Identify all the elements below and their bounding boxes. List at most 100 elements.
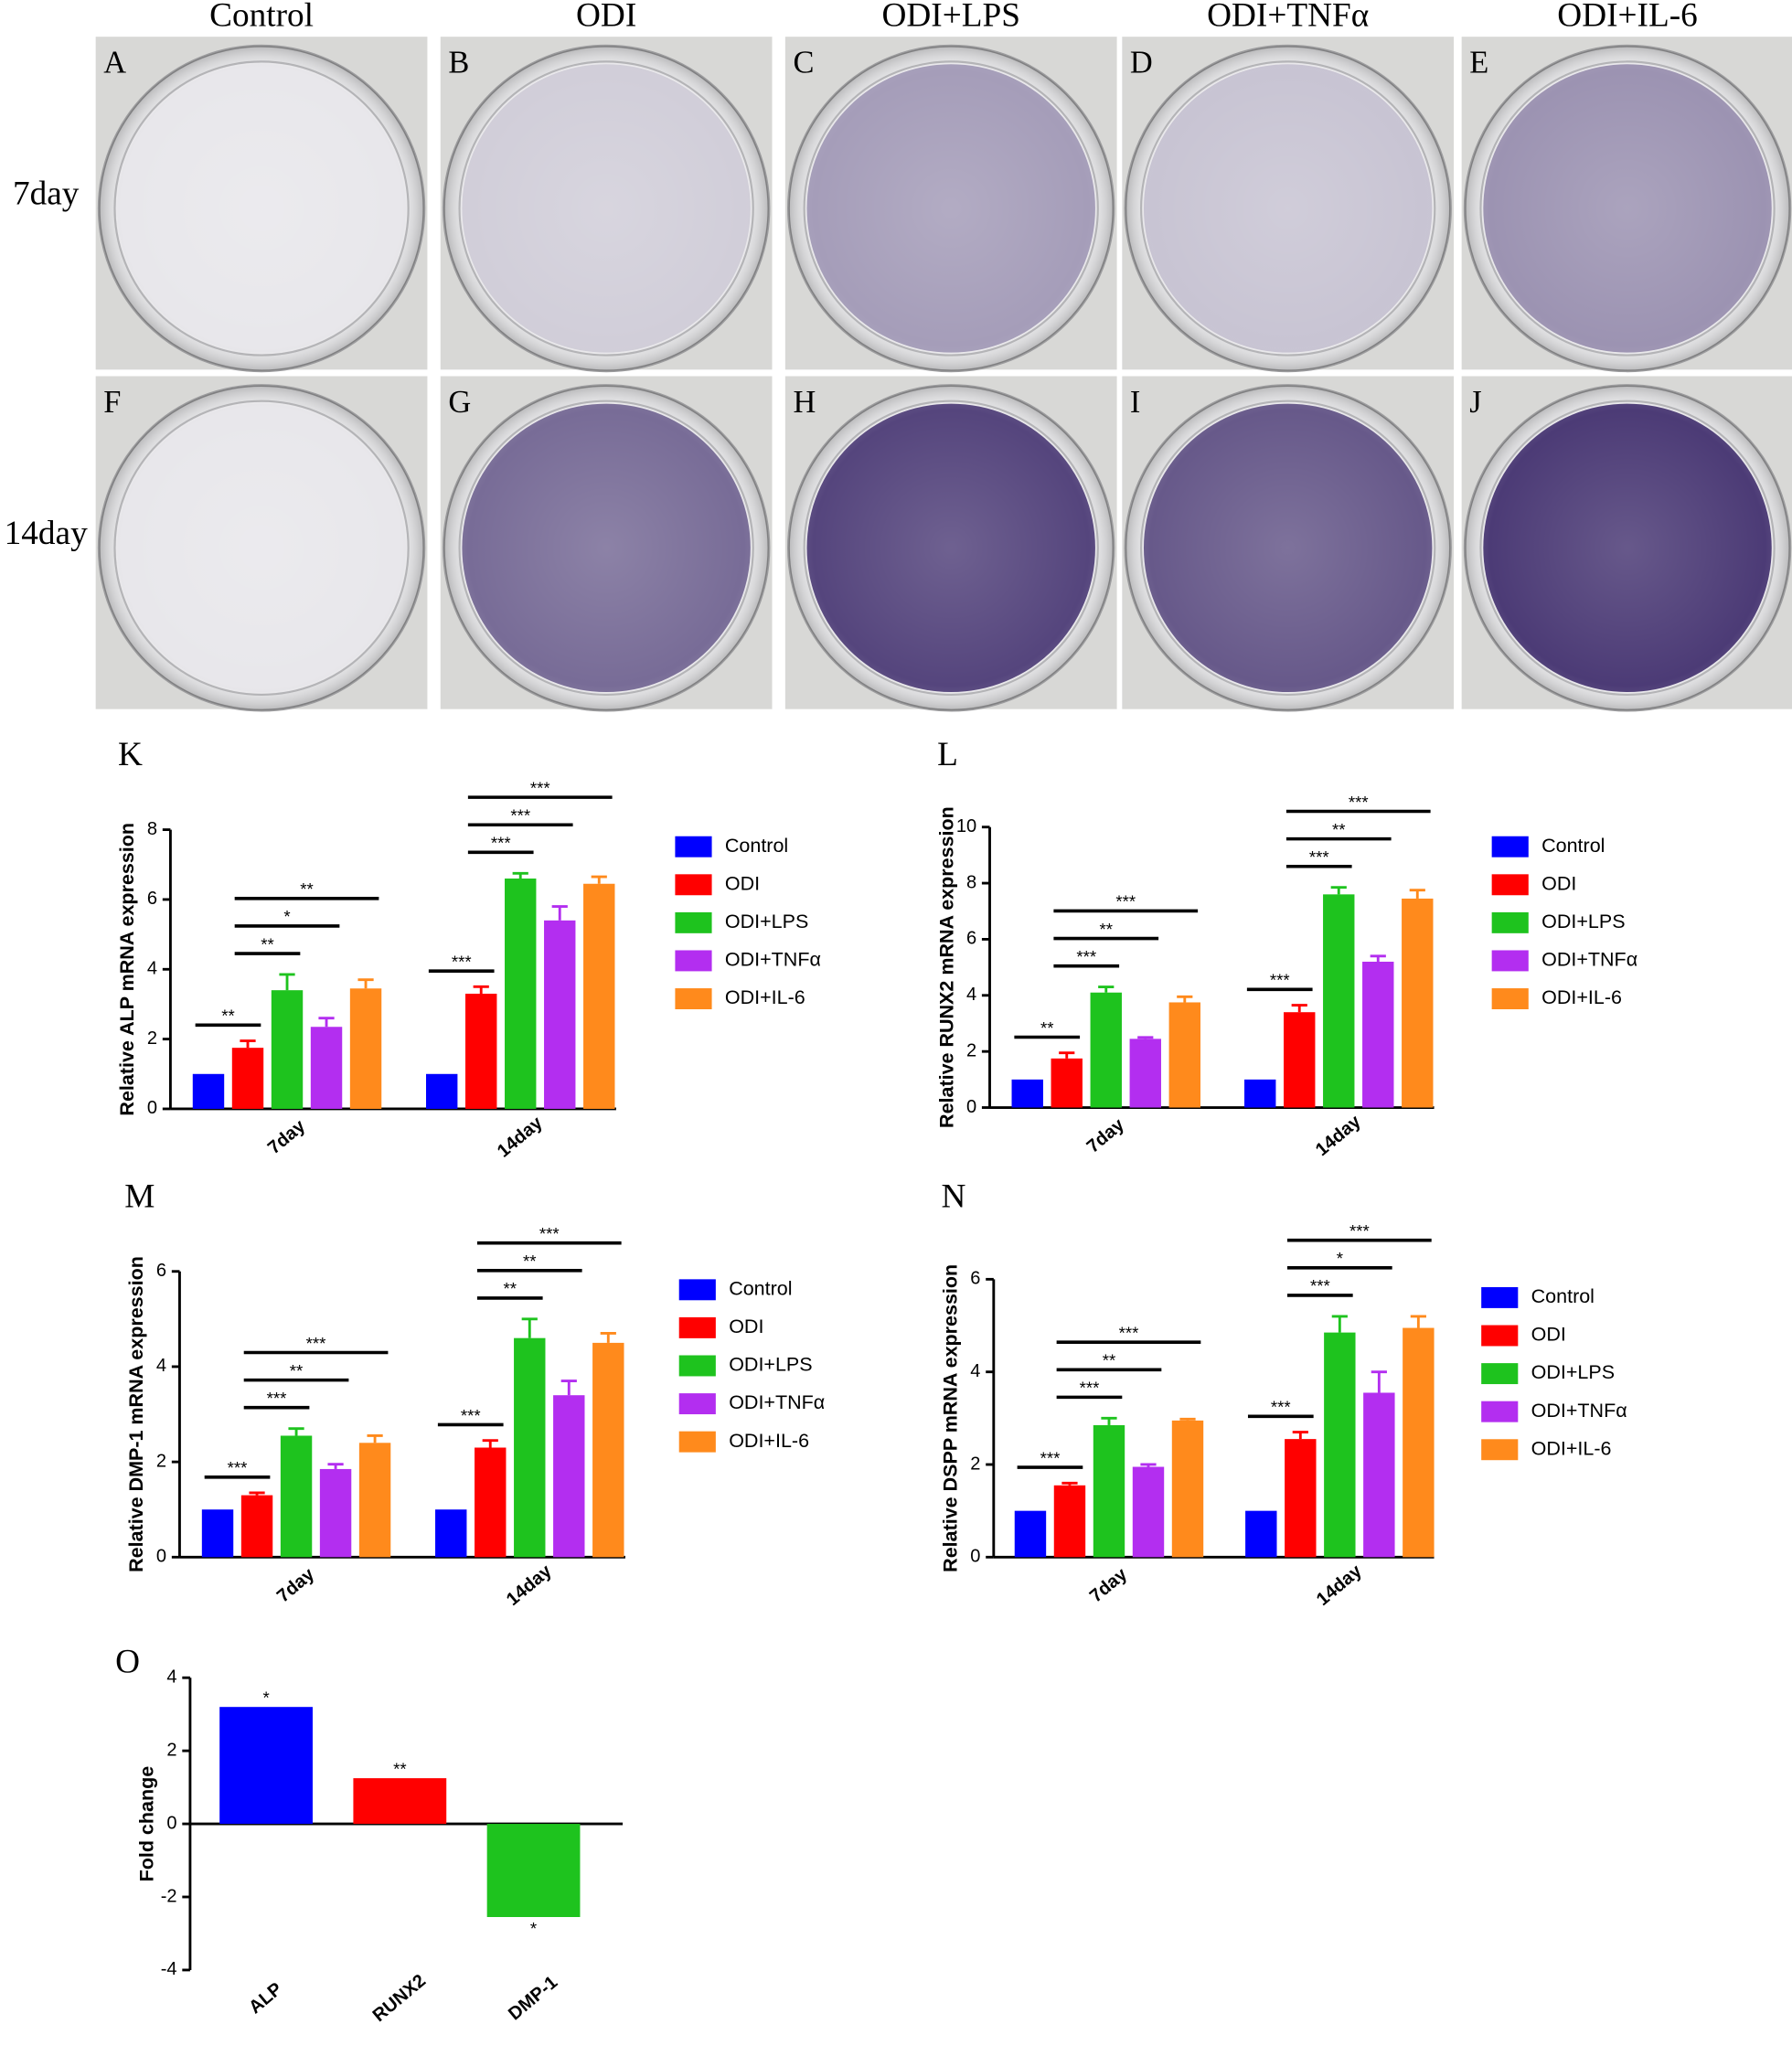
legend-label: Control <box>729 1277 792 1299</box>
significance-label: ** <box>221 1007 235 1026</box>
bar <box>1363 1392 1395 1558</box>
dish-shade <box>1125 385 1451 711</box>
dish-shade <box>443 385 769 711</box>
bar <box>1403 1327 1435 1558</box>
y-tick-label: -4 <box>161 1959 177 1979</box>
legend-label: ODI <box>1531 1324 1566 1346</box>
bar <box>1014 1510 1047 1558</box>
bar <box>219 1707 313 1825</box>
legend-label: Control <box>1531 1285 1595 1307</box>
y-axis-title: Relative RUNX2 mRNA expression <box>935 806 957 1128</box>
bar <box>1090 992 1122 1108</box>
bar <box>349 988 382 1109</box>
panel-letter: D <box>1130 46 1153 80</box>
panel-letter: A <box>103 46 126 80</box>
significance-label: ** <box>300 879 314 899</box>
y-tick-label: 0 <box>156 1547 166 1567</box>
dish-shade <box>443 46 769 371</box>
significance-label: *** <box>1040 1448 1061 1467</box>
bar <box>583 883 615 1109</box>
y-tick-label: 2 <box>970 1454 980 1474</box>
y-tick-label: 6 <box>156 1261 166 1281</box>
legend-label: ODI+LPS <box>729 1354 812 1376</box>
bar <box>465 993 497 1109</box>
legend-swatch <box>1491 988 1529 1009</box>
significance-label: * <box>1337 1249 1343 1268</box>
legend-label: Control <box>1541 835 1605 857</box>
bar <box>544 920 576 1109</box>
significance-label: *** <box>491 834 511 853</box>
y-tick-label: 4 <box>156 1356 166 1376</box>
bar <box>319 1468 352 1558</box>
significance-label: *** <box>1271 1398 1291 1417</box>
significance-label: * <box>262 1688 269 1708</box>
y-tick-label: 8 <box>966 872 976 892</box>
column-header: Control <box>209 0 314 35</box>
legend-swatch <box>678 1355 716 1377</box>
panel-letter: L <box>937 736 958 773</box>
bar <box>1284 1012 1316 1108</box>
legend-swatch <box>1491 874 1529 896</box>
bar <box>1323 894 1355 1108</box>
bar <box>1402 898 1434 1108</box>
significance-label: *** <box>530 778 550 797</box>
bar <box>201 1509 234 1558</box>
dish-shade <box>1465 46 1790 371</box>
significance-label: *** <box>1076 947 1096 966</box>
significance-label: *** <box>1310 1276 1330 1295</box>
legend-label: ODI <box>729 1316 763 1337</box>
legend-swatch <box>675 988 712 1009</box>
y-tick-label: 10 <box>956 816 976 836</box>
legend-swatch <box>678 1431 716 1453</box>
significance-label: ** <box>504 1279 517 1298</box>
bar <box>1171 1420 1204 1558</box>
row-label: 14day <box>5 515 88 552</box>
y-tick-label: 6 <box>970 1269 980 1289</box>
panel-letter: J <box>1469 385 1481 420</box>
row-label: 7day <box>13 176 80 213</box>
significance-label: ** <box>1103 1351 1115 1370</box>
y-tick-label: 2 <box>147 1028 157 1049</box>
bar <box>1285 1439 1317 1558</box>
bar <box>1168 1002 1200 1108</box>
y-tick-label: 4 <box>147 959 157 979</box>
dish-shade <box>1125 46 1451 371</box>
legend-swatch <box>675 950 712 972</box>
bar <box>1132 1466 1165 1558</box>
significance-label: *** <box>1270 971 1290 990</box>
significance-label: *** <box>306 1334 326 1353</box>
bar <box>271 990 304 1109</box>
y-tick-label: 4 <box>966 985 976 1005</box>
bar <box>1129 1039 1161 1108</box>
significance-label: ** <box>1332 820 1346 839</box>
legend-label: ODI <box>725 872 760 894</box>
panel-letter: G <box>448 385 471 420</box>
y-tick-label: 0 <box>147 1098 157 1118</box>
x-tick-label: 14day <box>503 1561 556 1610</box>
y-tick-label: 6 <box>966 929 976 949</box>
legend-label: ODI+IL-6 <box>1531 1437 1612 1459</box>
bar <box>1051 1058 1083 1108</box>
column-header: ODI+LPS <box>881 0 1019 35</box>
bar <box>231 1048 264 1109</box>
legend-label: ODI+IL-6 <box>1541 986 1622 1008</box>
legend-swatch <box>675 836 712 858</box>
y-axis-title: Relative ALP mRNA expression <box>116 823 138 1116</box>
panel-letter: M <box>124 1177 155 1215</box>
bar <box>240 1495 273 1558</box>
y-tick-label: 4 <box>970 1361 980 1381</box>
bar <box>553 1395 585 1558</box>
bar <box>353 1778 447 1825</box>
legend-label: ODI+TNFα <box>725 949 821 971</box>
panel-letter: B <box>448 46 469 80</box>
legend-swatch <box>675 911 712 933</box>
significance-label: *** <box>1080 1379 1100 1398</box>
significance-label: *** <box>539 1224 560 1243</box>
panel-letter: N <box>941 1177 965 1215</box>
significance-label: *** <box>1349 793 1369 812</box>
significance-label: ** <box>523 1252 537 1271</box>
y-tick-label: 6 <box>147 889 157 909</box>
panel-letter: O <box>115 1643 140 1680</box>
significance-label: *** <box>510 806 530 826</box>
panel-letter: K <box>118 736 143 773</box>
